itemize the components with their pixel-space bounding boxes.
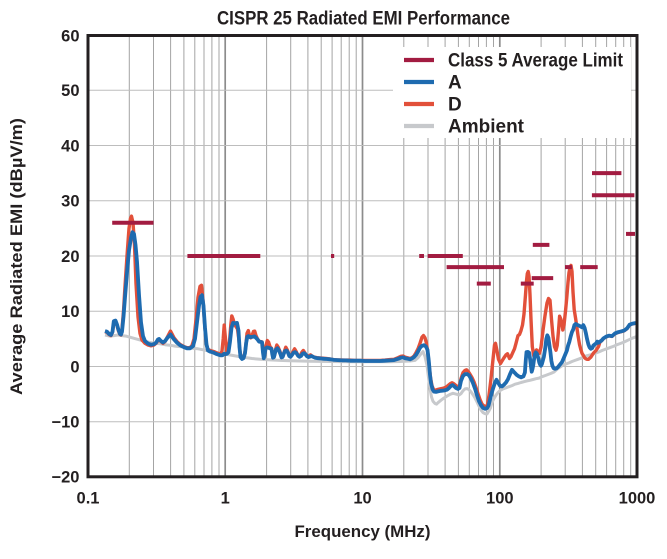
- svg-text:10: 10: [61, 303, 79, 321]
- svg-text:30: 30: [61, 193, 79, 211]
- svg-text:−10: −10: [52, 414, 80, 432]
- svg-text:CISPR 25 Radiated EMI Performa: CISPR 25 Radiated EMI Performance: [217, 8, 510, 30]
- svg-text:Ambient: Ambient: [448, 117, 525, 138]
- svg-text:50: 50: [61, 82, 79, 100]
- svg-text:40: 40: [61, 137, 79, 155]
- svg-text:Frequency (MHz): Frequency (MHz): [295, 522, 431, 541]
- svg-text:A: A: [448, 73, 462, 94]
- svg-text:100: 100: [486, 490, 514, 508]
- svg-text:−20: −20: [52, 469, 80, 487]
- svg-text:0: 0: [70, 358, 79, 376]
- svg-text:Average Radiated EMI (dBµV/m): Average Radiated EMI (dBµV/m): [7, 118, 26, 395]
- svg-text:Class 5 Average Limit: Class 5 Average Limit: [448, 51, 624, 72]
- svg-text:1: 1: [221, 490, 230, 508]
- svg-text:60: 60: [61, 27, 79, 45]
- svg-text:10: 10: [353, 490, 371, 508]
- svg-text:0.1: 0.1: [77, 490, 100, 508]
- svg-text:20: 20: [61, 248, 79, 266]
- svg-text:D: D: [448, 95, 462, 116]
- svg-text:1000: 1000: [619, 490, 656, 508]
